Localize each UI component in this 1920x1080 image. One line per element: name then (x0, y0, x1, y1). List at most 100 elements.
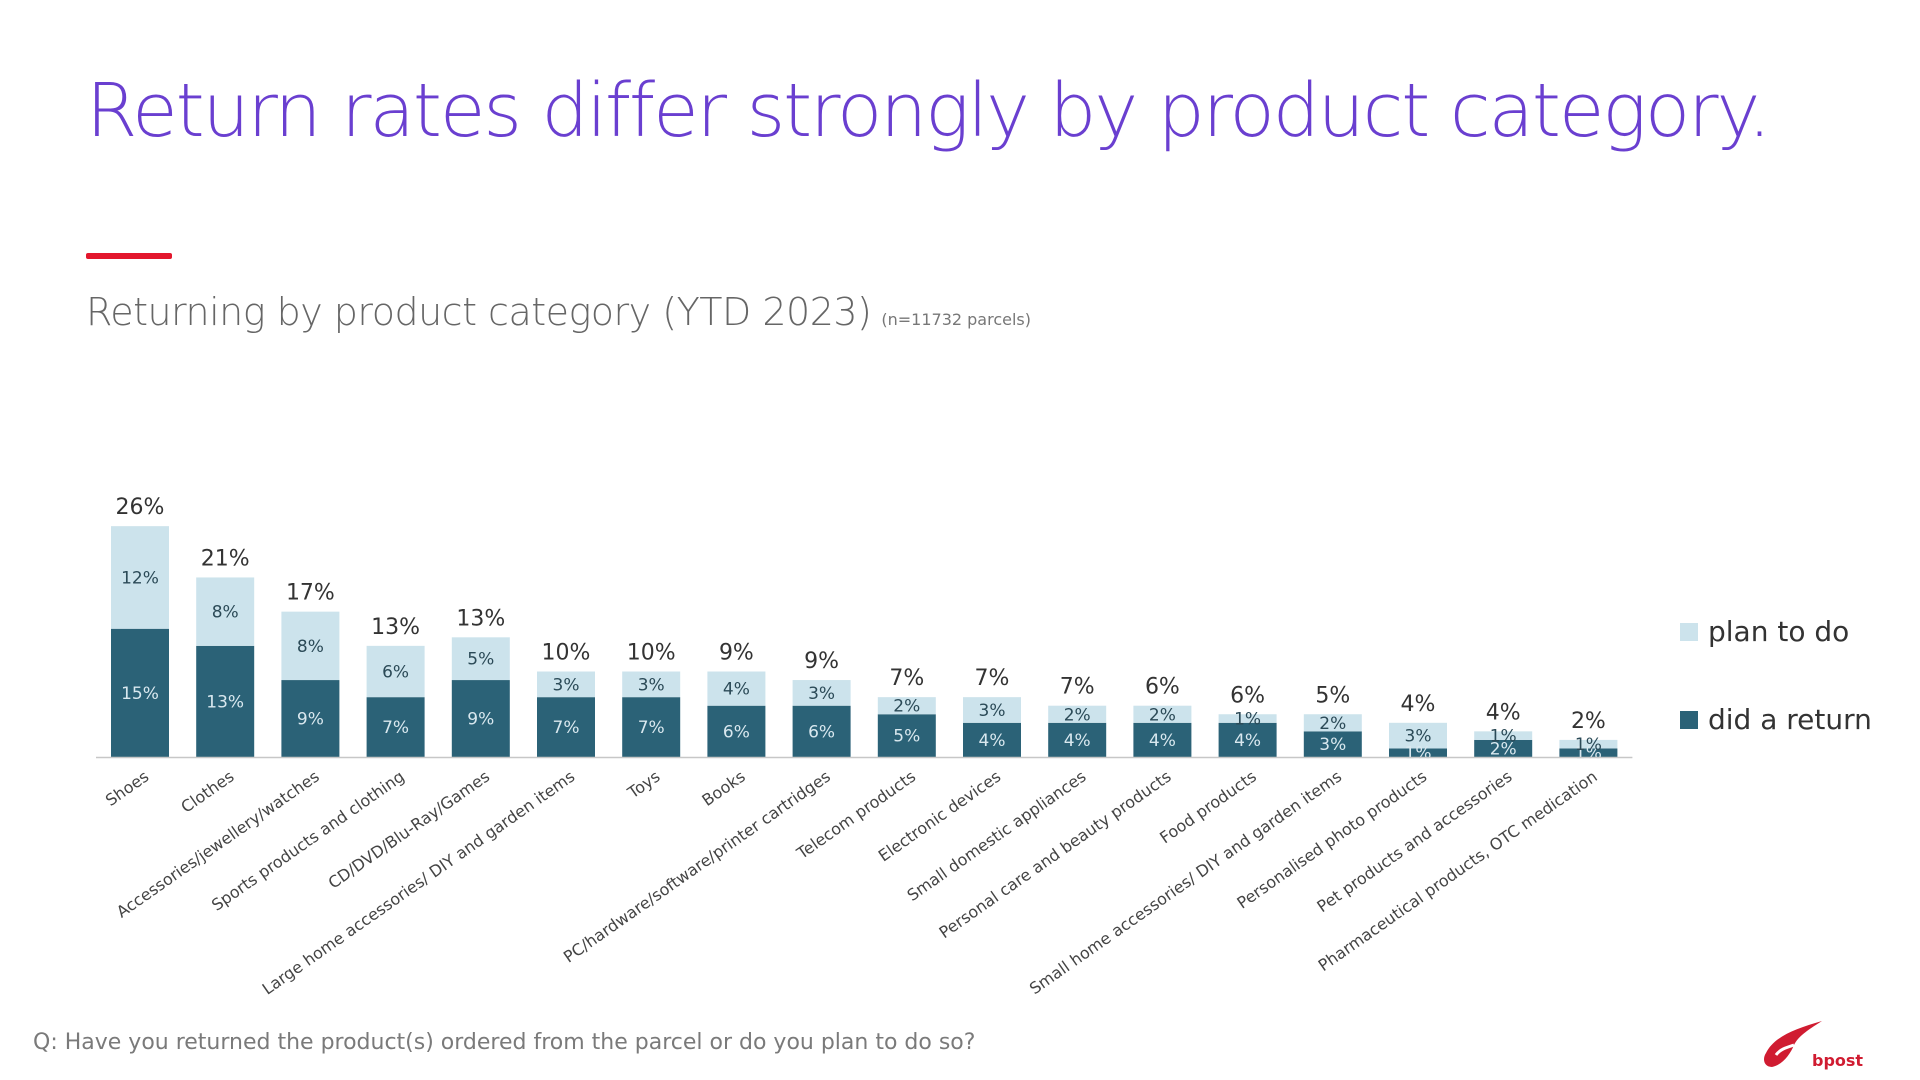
data-label-total: 9% (719, 641, 754, 666)
data-label-did-return: 7% (382, 718, 409, 738)
bar-segment-did-return (1474, 739, 1533, 757)
legend-item-plan: plan to do (1680, 615, 1849, 648)
data-label-total: 5% (1315, 683, 1350, 708)
data-label-plan-to-do: 4% (723, 680, 750, 700)
bar-segment-did-return (196, 645, 255, 757)
category-tick-label: Shoes (102, 767, 152, 810)
data-label-plan-to-do: 2% (893, 697, 920, 717)
data-label-did-return: 6% (723, 722, 750, 742)
data-label-plan-to-do: 2% (1149, 705, 1176, 725)
category-tick-label: PC/hardware/software/printer cartridges (560, 767, 834, 967)
bar-segment-plan-to-do (1303, 714, 1362, 732)
bar-segment-plan-to-do (707, 671, 766, 706)
data-label-total: 7% (975, 666, 1010, 691)
data-label-total: 21% (201, 546, 250, 571)
legend-item-return: did a return (1680, 703, 1872, 736)
data-label-did-return: 15% (121, 684, 159, 704)
data-label-did-return: 4% (1234, 731, 1261, 751)
data-label-did-return: 1% (1575, 744, 1602, 764)
data-label-total: 6% (1145, 675, 1180, 700)
data-label-did-return: 9% (297, 710, 324, 730)
bar-segment-plan-to-do (877, 697, 936, 715)
data-label-did-return: 5% (893, 727, 920, 747)
data-label-did-return: 7% (553, 718, 580, 738)
data-label-total: 4% (1401, 692, 1436, 717)
bar-segment-plan-to-do (196, 577, 255, 646)
data-label-plan-to-do: 3% (1405, 727, 1432, 747)
survey-question: Q: Have you returned the product(s) orde… (33, 1030, 976, 1055)
bar-segment-plan-to-do (1048, 705, 1107, 723)
category-tick-label: Clothes (177, 767, 237, 817)
data-label-plan-to-do: 1% (1234, 710, 1261, 730)
data-label-did-return: 2% (1490, 739, 1517, 759)
bar-segment-did-return (111, 628, 169, 757)
data-label-total: 17% (286, 581, 335, 606)
bar-segment-plan-to-do (281, 611, 340, 681)
bar-segment-plan-to-do (792, 680, 851, 706)
legend-label-plan: plan to do (1708, 615, 1850, 648)
data-label-plan-to-do: 6% (382, 663, 409, 683)
bar-segment-did-return (622, 697, 681, 757)
slide-title: Return rates differ strongly by product … (86, 68, 1771, 154)
bar-segment-did-return (281, 680, 340, 757)
data-label-total: 2% (1571, 709, 1606, 734)
bar-segment-did-return (537, 697, 595, 757)
bar-segment-plan-to-do (1474, 731, 1533, 740)
data-label-total: 10% (627, 641, 676, 666)
sample-size-note: (n=11732 parcels) (881, 310, 1031, 329)
category-tick-label: Small home accessories/ DIY and garden i… (1026, 767, 1345, 998)
bar-segment-plan-to-do (451, 637, 510, 681)
bpost-logo: bpost (1760, 1015, 1870, 1075)
data-label-did-return: 4% (1149, 731, 1176, 751)
data-label-total: 10% (542, 641, 591, 666)
data-label-plan-to-do: 3% (638, 675, 665, 695)
bar-segment-did-return (792, 705, 851, 757)
data-label-plan-to-do: 5% (467, 650, 494, 670)
data-label-total: 7% (1060, 675, 1095, 700)
data-label-total: 26% (116, 495, 165, 520)
bar-segment-plan-to-do (1133, 705, 1192, 723)
data-label-plan-to-do: 1% (1490, 727, 1517, 747)
bpost-logo-icon (1764, 1021, 1822, 1067)
bar-segment-plan-to-do (1389, 722, 1447, 749)
data-label-plan-to-do: 3% (979, 701, 1006, 721)
bar-segment-plan-to-do (537, 671, 595, 698)
category-tick-label: CD/DVD/Blu-Ray/Games (325, 767, 493, 893)
data-label-plan-to-do: 8% (297, 637, 324, 657)
legend-swatch-return (1680, 710, 1698, 729)
data-label-plan-to-do: 3% (808, 684, 835, 704)
bar-segment-plan-to-do (111, 526, 169, 629)
bar-segment-plan-to-do (963, 697, 1021, 723)
data-label-plan-to-do: 12% (121, 568, 159, 588)
data-label-did-return: 3% (1319, 735, 1346, 755)
subtitle-text: Returning by product category (YTD 2023) (86, 290, 872, 334)
legend-label-return: did a return (1708, 703, 1872, 736)
data-label-did-return: 13% (206, 692, 244, 712)
category-tick-label: Books (698, 767, 748, 810)
data-label-plan-to-do: 2% (1319, 714, 1346, 734)
bar-segment-plan-to-do (1218, 714, 1277, 723)
data-label-did-return: 4% (1064, 731, 1091, 751)
bar-segment-did-return (1559, 748, 1618, 757)
legend-swatch-plan (1680, 622, 1698, 641)
bar-segment-did-return (451, 680, 510, 757)
bar-segment-plan-to-do (366, 645, 425, 698)
accent-line (86, 253, 172, 259)
data-label-total: 4% (1486, 700, 1521, 725)
bar-segment-did-return (1303, 731, 1362, 757)
data-label-total: 6% (1230, 683, 1265, 708)
bar-segment-did-return (1389, 748, 1447, 757)
category-tick-label: Large home accessories/ DIY and garden i… (259, 767, 579, 999)
data-label-did-return: 9% (467, 710, 494, 730)
bar-segment-did-return (707, 705, 766, 757)
bar-segment-did-return (1133, 722, 1192, 757)
category-tick-label: Toys (623, 767, 663, 803)
data-label-total: 7% (889, 666, 924, 691)
bar-segment-did-return (877, 714, 936, 757)
data-label-plan-to-do: 8% (212, 603, 239, 623)
data-label-did-return: 7% (638, 718, 665, 738)
bar-segment-did-return (366, 697, 425, 757)
data-label-total: 13% (456, 606, 505, 631)
bar-segment-plan-to-do (622, 671, 681, 698)
